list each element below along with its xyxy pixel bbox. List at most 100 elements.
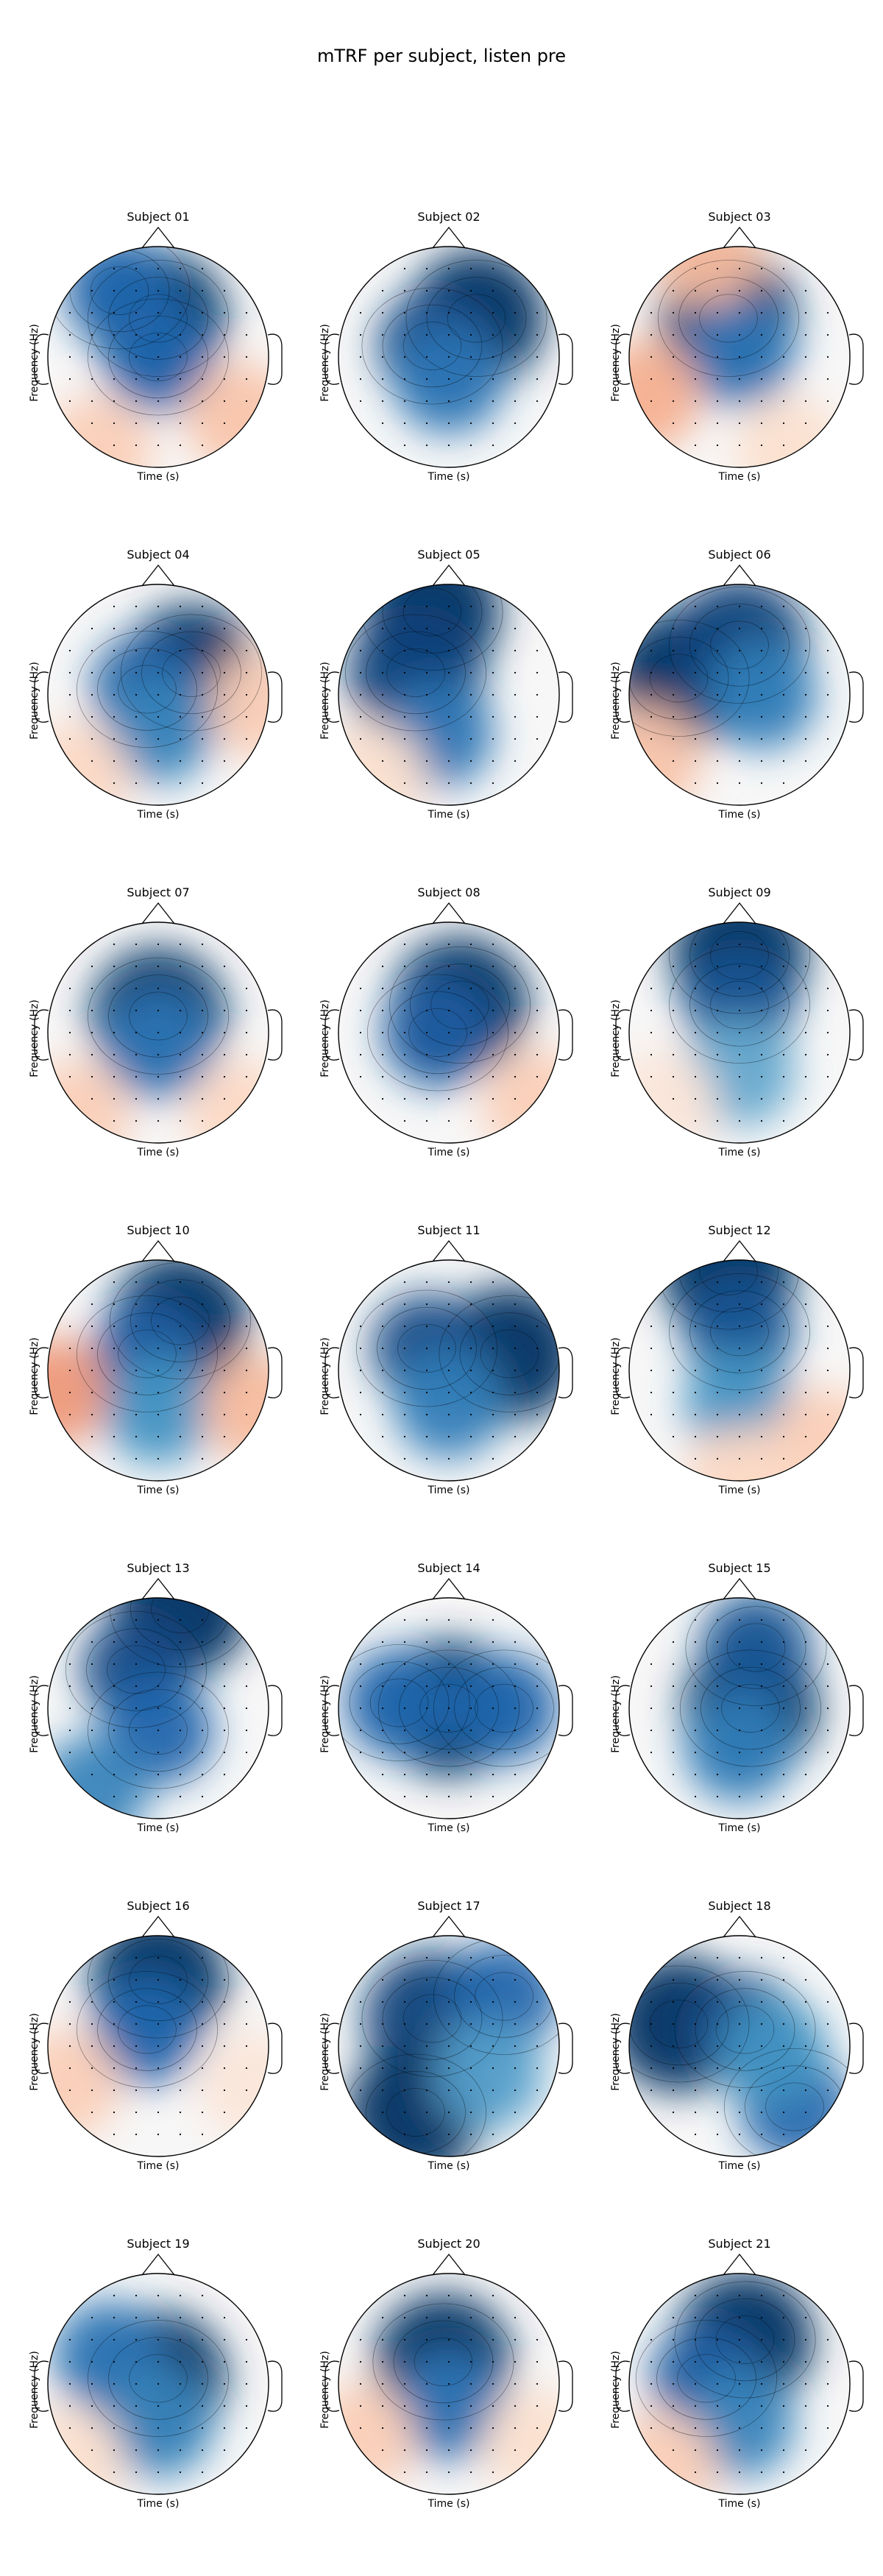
- electrode-dot: [425, 1663, 428, 1666]
- x-axis-label: Time (s): [428, 1147, 470, 1158]
- electrode-dot: [157, 1978, 160, 1981]
- electrode-dot: [804, 760, 807, 762]
- electrode-dot: [91, 965, 93, 968]
- electrode-dot: [760, 311, 763, 314]
- head-outline: [628, 1935, 851, 2157]
- electrode-dot: [782, 1009, 785, 1012]
- electrode-dot: [826, 1729, 829, 1732]
- electrode-dot: [179, 1347, 182, 1350]
- electrode-dot: [469, 2360, 472, 2363]
- electrode-dot: [469, 715, 472, 718]
- left-ear-outline: [34, 1347, 49, 1398]
- left-ear-outline: [325, 1685, 340, 1736]
- panel-title: Subject 18: [708, 1899, 771, 1913]
- electrode-dot: [804, 311, 807, 314]
- electrode-dot: [694, 1641, 697, 1643]
- contour-line: [130, 1279, 230, 1362]
- electrode-dot: [514, 2316, 517, 2319]
- electrode-dot: [425, 2133, 428, 2136]
- electrode-dot: [492, 1325, 494, 1328]
- contour-line: [430, 980, 489, 1030]
- electrode-dot: [492, 1618, 494, 1621]
- electrode-dot: [359, 1663, 362, 1666]
- electrode-dot: [381, 1978, 384, 1981]
- electrode-dot: [113, 627, 116, 630]
- electrode-dot: [113, 1325, 116, 1328]
- electrode-dot: [223, 1413, 226, 1416]
- electrode-dot: [135, 1325, 138, 1328]
- electrode-dot: [91, 1435, 93, 1438]
- electrode-dot: [403, 965, 406, 968]
- electrode-dot: [403, 2382, 406, 2385]
- electrode-dot: [716, 2000, 719, 2003]
- electrode-dot: [672, 289, 675, 292]
- electrode-dot: [201, 355, 204, 358]
- electrode-dot: [425, 1978, 428, 1981]
- electrode-dot: [650, 311, 653, 314]
- electrode-dot: [245, 1347, 248, 1350]
- electrode-dot: [403, 2449, 406, 2452]
- electrode-dot: [425, 400, 428, 403]
- contour-line: [108, 277, 208, 360]
- electrode-dot: [650, 333, 653, 336]
- electrode-dot: [469, 1663, 472, 1666]
- electrode-dot: [157, 1391, 160, 1394]
- electrode-dot: [760, 1956, 763, 1959]
- electrode-dot: [179, 671, 182, 674]
- electrode-dot: [782, 605, 785, 608]
- contour-line: [361, 1960, 503, 2077]
- electrode-dot: [760, 1009, 763, 1012]
- electrode-dot: [650, 378, 653, 381]
- electrode-dot: [716, 422, 719, 425]
- electrode-dot: [650, 1075, 653, 1078]
- electrode-dot: [469, 943, 472, 946]
- electrode-dot: [91, 2316, 93, 2319]
- x-axis-label: Time (s): [137, 1822, 180, 1834]
- electrode-dot: [804, 333, 807, 336]
- electrode-dot: [135, 2449, 138, 2452]
- electrode-dot: [403, 782, 406, 785]
- contour-line: [699, 294, 758, 343]
- electrode-dot: [536, 671, 539, 674]
- electrode-dot: [672, 1773, 675, 1776]
- right-ear-outline: [267, 333, 283, 385]
- topomap-plot: [325, 2253, 573, 2495]
- electrode-dot: [514, 1751, 517, 1754]
- electrode-dot: [425, 1413, 428, 1416]
- electrode-dot: [157, 355, 160, 358]
- electrode-dot: [179, 1773, 182, 1776]
- topomap-panel: Subject 21 Time (s) Frequency (Hz): [592, 2237, 883, 2575]
- electrode-dot: [223, 2360, 226, 2363]
- contour-line: [680, 1649, 821, 1767]
- electrode-dot: [514, 1729, 517, 1732]
- electrode-dot: [425, 289, 428, 292]
- y-axis-label: Frequency (Hz): [29, 662, 40, 740]
- electrode-dot: [469, 2405, 472, 2407]
- electrode-dot: [245, 737, 248, 740]
- contour-line: [629, 1965, 750, 2083]
- electrode-dot: [650, 2000, 653, 2003]
- electrode-dot: [135, 1009, 138, 1012]
- electrode-dot: [672, 2067, 675, 2070]
- electrode-dot: [447, 2449, 450, 2452]
- electrode-dot: [514, 1391, 517, 1394]
- electrode-dot: [826, 311, 829, 314]
- electrode-dot: [223, 1347, 226, 1350]
- electrode-dot: [113, 2427, 116, 2430]
- contour-line: [689, 1290, 790, 1373]
- electrode-dot: [223, 2067, 226, 2070]
- contour-line: [636, 2320, 777, 2437]
- contour-line: [408, 1008, 467, 1057]
- electrode-dot: [514, 2000, 517, 2003]
- electrode-dot: [403, 2089, 406, 2092]
- electrode-dot: [425, 2023, 428, 2025]
- electrode-dot: [514, 1303, 517, 1306]
- electrode-dot: [91, 1978, 93, 1981]
- electrode-dot: [359, 1325, 362, 1328]
- electrode-dot: [514, 2427, 517, 2430]
- electrode-dot: [716, 1685, 719, 1688]
- contour-line: [699, 1260, 758, 1295]
- electrode-dot: [359, 715, 362, 718]
- electrode-dot: [179, 444, 182, 447]
- electrode-dot: [113, 1751, 116, 1754]
